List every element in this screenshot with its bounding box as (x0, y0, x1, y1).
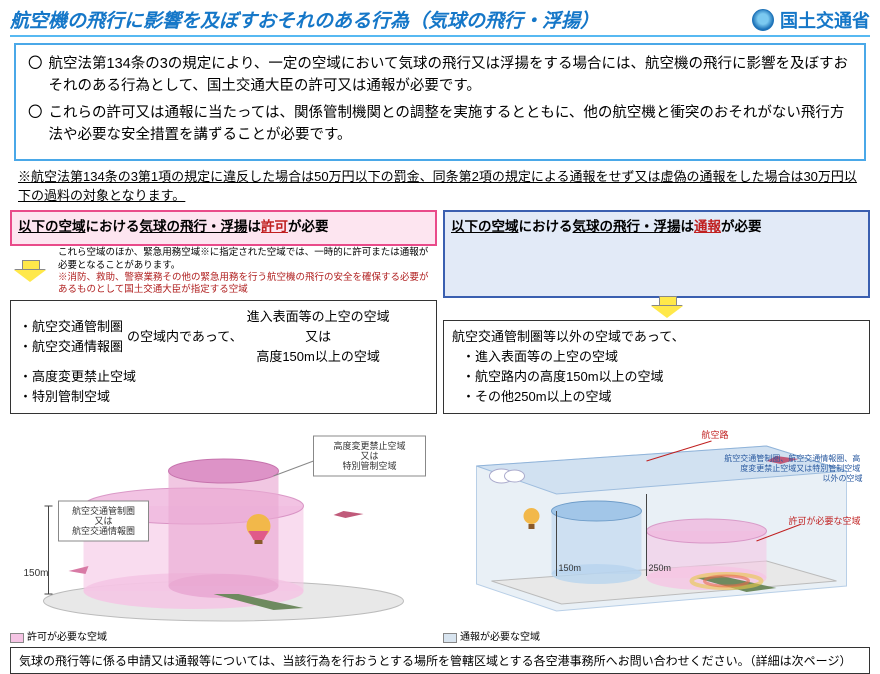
report-diagram: 航空路 航空交通管制圏、航空交通情報圏、高 度変更禁止空域又は特別管制空域 以外… (443, 416, 870, 626)
emergency-note: これら空域のほか、緊急用務空域※に指定された空域では、一時的に許可または通報が必… (54, 246, 437, 297)
report-legend: 通報が必要な空域 (443, 628, 870, 643)
two-column: 以下の空域における気球の飛行・浮揚は許可が必要 これら空域のほか、緊急用務空域※… (10, 210, 870, 644)
area-right-list: 進入表面等の上空の空域 又は 高度150m以上の空域 (247, 307, 390, 367)
ministry-logo-icon (752, 9, 774, 31)
h-key: 許可 (261, 219, 288, 234)
area-r-l1: 航空交通管制圏等以外の空域であって、 (452, 327, 861, 347)
h-m1: における (519, 219, 573, 234)
bullet-icon: 〇 (28, 102, 43, 147)
column-report: 以下の空域における気球の飛行・浮揚は通報が必要 航空交通管制圏等以外の空域であっ… (443, 210, 870, 644)
h-pre: 以下の空域 (18, 219, 86, 234)
h-key: 通報 (694, 219, 721, 234)
area-left-list: ・航空交通管制圏 ・航空交通情報圏 (19, 317, 123, 357)
svg-text:特別管制空域: 特別管制空域 (342, 460, 396, 471)
intro-item-2: 〇 これらの許可又は通報に当たっては、関係管制機関との調整を実施するとともに、他… (28, 102, 852, 147)
svg-text:航空交通管制圏: 航空交通管制圏 (72, 505, 135, 516)
h-m2: は (248, 219, 262, 234)
h-act: 気球の飛行・浮揚 (573, 219, 681, 234)
legend-swatch-icon (10, 633, 24, 643)
page: 航空機の飛行に影響を及ぼすおそれのある行為（気球の飛行・浮揚） 国土交通省 〇 … (0, 0, 880, 652)
ministry-name: 国土交通省 (780, 7, 870, 33)
h-post: が必要 (721, 219, 762, 234)
bullet-icon: 〇 (28, 53, 43, 98)
h-post: が必要 (288, 219, 329, 234)
report-header: 以下の空域における気球の飛行・浮揚は通報が必要 (443, 210, 870, 298)
area-r-l4: ・その他250m以上の空域 (452, 387, 861, 407)
legend-label: 許可が必要な空域 (27, 632, 107, 643)
area-r2: 又は (247, 327, 390, 347)
permit-legend: 許可が必要な空域 (10, 628, 437, 643)
header: 航空機の飛行に影響を及ぼすおそれのある行為（気球の飛行・浮揚） 国土交通省 (10, 6, 870, 37)
area-mid: の空域内であって、 (127, 327, 243, 347)
svg-text:航空路: 航空路 (702, 429, 729, 440)
report-area-box: 航空交通管制圏等以外の空域であって、 ・進入表面等の上空の空域 ・航空路内の高度… (443, 320, 870, 415)
svg-text:150m: 150m (24, 568, 49, 579)
arrow-down-icon (10, 260, 50, 282)
ministry-block: 国土交通省 (752, 7, 870, 33)
note-line2: ※消防、救助、警察業務その他の緊急用務を行う航空機の飛行の安全を確保する必要があ… (58, 272, 433, 297)
area-l3: ・特別管制空域 (19, 387, 428, 407)
area-l1b: ・航空交通情報圏 (19, 337, 123, 357)
intro-box: 〇 航空法第134条の3の規定により、一定の空域において気球の飛行又は浮揚をする… (14, 43, 866, 161)
h-m1: における (86, 219, 140, 234)
column-permit: 以下の空域における気球の飛行・浮揚は許可が必要 これら空域のほか、緊急用務空域※… (10, 210, 437, 644)
svg-text:又は: 又は (360, 451, 378, 461)
note-line1: これら空域のほか、緊急用務空域※に指定された空域では、一時的に許可または通報が必… (58, 247, 433, 272)
area-l1a: ・航空交通管制圏 (19, 317, 123, 337)
area-l2: ・高度変更禁止空域 (19, 367, 428, 387)
area-r-l3: ・航空路内の高度150m以上の空域 (452, 367, 861, 387)
h-pre: 以下の空域 (451, 219, 519, 234)
svg-text:又は: 又は (94, 516, 112, 526)
page-title: 航空機の飛行に影響を及ぼすおそれのある行為（気球の飛行・浮揚） (10, 6, 752, 33)
intro-text-2: これらの許可又は通報に当たっては、関係管制機関との調整を実施するとともに、他の航… (49, 102, 853, 147)
h-act: 気球の飛行・浮揚 (140, 219, 248, 234)
svg-text:高度変更禁止空域: 高度変更禁止空域 (333, 440, 405, 451)
svg-text:250m: 250m (649, 563, 672, 573)
arrow-down-icon (647, 296, 687, 318)
permit-header: 以下の空域における気球の飛行・浮揚は許可が必要 (10, 210, 437, 247)
intro-text-1: 航空法第134条の3の規定により、一定の空域において気球の飛行又は浮揚をする場合… (49, 53, 853, 98)
area-r-l2: ・進入表面等の上空の空域 (452, 347, 861, 367)
legend-label: 通報が必要な空域 (460, 632, 540, 643)
svg-text:航空交通情報圏: 航空交通情報圏 (72, 525, 135, 536)
area-r1: 進入表面等の上空の空域 (247, 307, 390, 327)
h-m2: は (681, 219, 695, 234)
permit-diagram: 高度変更禁止空域 又は 特別管制空域 航空交通管制圏 又は 航空交通情報圏 15… (10, 416, 437, 626)
area-r3: 高度150m以上の空域 (247, 347, 390, 367)
intro-item-1: 〇 航空法第134条の3の規定により、一定の空域において気球の飛行又は浮揚をする… (28, 53, 852, 98)
legend-swatch-icon (443, 633, 457, 643)
penalty-note: ※航空法第134条の3第1項の規定に違反した場合は50万円以下の罰金、同条第2項… (18, 167, 862, 206)
footer-note: 気球の飛行等に係る申請又は通報等については、当該行為を行おうとする場所を管轄区域… (10, 647, 870, 674)
svg-text:150m: 150m (559, 563, 582, 573)
permit-area-box: ・航空交通管制圏 ・航空交通情報圏 の空域内であって、 進入表面等の上空の空域 … (10, 300, 437, 415)
